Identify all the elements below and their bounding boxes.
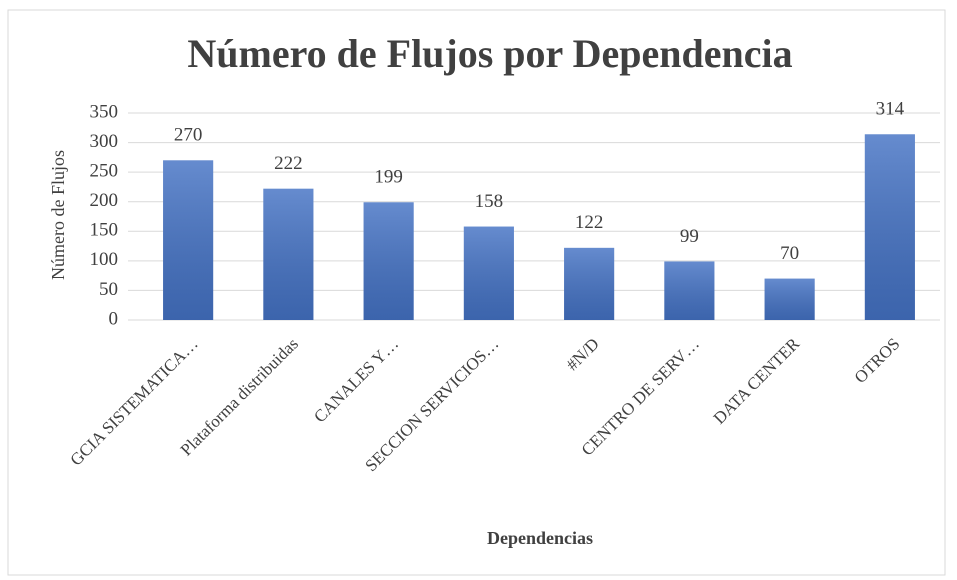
data-label: 314 <box>876 99 905 120</box>
x-axis-label: Dependencias <box>487 528 593 548</box>
y-axis-label: Número de Flujos <box>48 150 68 280</box>
bar-shade <box>363 202 414 320</box>
bar-shade <box>764 278 815 320</box>
bar-shade <box>564 247 615 320</box>
y-tick-label: 350 <box>90 101 119 122</box>
data-label: 222 <box>274 153 303 174</box>
bar-shade <box>664 261 715 320</box>
data-label: 270 <box>174 125 203 146</box>
bar-shade <box>463 226 514 320</box>
y-tick-label: 250 <box>90 161 119 182</box>
y-tick-label: 150 <box>90 220 119 241</box>
data-label: 70 <box>780 243 799 264</box>
data-label: 122 <box>575 212 604 233</box>
data-label: 199 <box>374 167 403 188</box>
bar-shade <box>163 160 214 320</box>
y-tick-label: 100 <box>90 249 119 270</box>
y-tick-label: 300 <box>90 131 119 152</box>
chart-title: Número de Flujos por Dependencia <box>187 31 792 76</box>
bar-shade <box>864 134 915 320</box>
data-label: 99 <box>680 226 699 247</box>
bar-shade <box>263 188 314 320</box>
y-tick-label: 200 <box>90 190 119 211</box>
data-label: 158 <box>475 191 504 212</box>
y-tick-label: 0 <box>109 308 119 329</box>
y-tick-label: 50 <box>99 279 118 300</box>
